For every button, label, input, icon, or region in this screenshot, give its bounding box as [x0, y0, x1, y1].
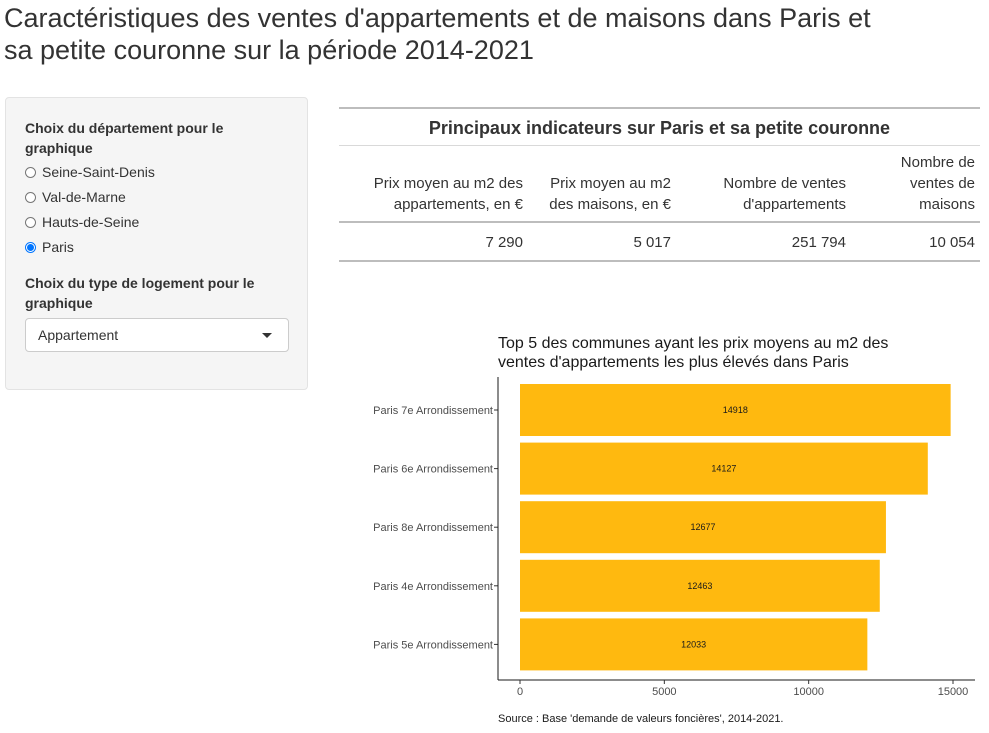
category-label: Paris 6e Arrondissement	[373, 464, 493, 476]
bar	[520, 501, 886, 554]
radio-button-selected[interactable]	[25, 241, 36, 253]
table-top-rule	[339, 107, 980, 109]
radio-label: Seine-Saint-Denis	[42, 164, 155, 180]
header-cell: Prix moyen au m2 des appartements, en €	[373, 175, 523, 213]
radio-seine-saint-denis[interactable]: Seine-Saint-Denis	[25, 162, 155, 182]
radio-button[interactable]	[25, 166, 36, 178]
radio-button[interactable]	[25, 191, 36, 203]
bar-value-label: 14127	[711, 464, 736, 474]
radio-val-de-marne[interactable]: Val-de-Marne	[25, 187, 126, 207]
table-cell: 251 794	[791, 234, 846, 251]
bar-value-label: 12677	[690, 522, 715, 532]
x-tick-label: 5000	[652, 686, 676, 698]
bar-value-label: 12033	[681, 639, 706, 649]
category-label: Paris 7e Arrondissement	[373, 405, 493, 417]
x-tick-label: 15000	[938, 686, 969, 698]
radio-hauts-de-seine[interactable]: Hauts-de-Seine	[25, 212, 139, 232]
radio-label: Hauts-de-Seine	[42, 214, 140, 230]
table-cell: 5 017	[633, 234, 671, 251]
radio-paris[interactable]: Paris	[25, 237, 74, 257]
indicators-table: Principaux indicateurs sur Paris et sa p…	[339, 107, 980, 262]
header-cell: Prix moyen au m2 des maisons, en €	[549, 175, 671, 213]
housing-type-selected-value: Appartement	[38, 327, 119, 343]
category-label: Paris 5e Arrondissement	[373, 639, 493, 651]
page-title-line-1: Caractéristiques des ventes d'appartemen…	[4, 3, 871, 33]
bar	[520, 442, 928, 495]
table-title: Principaux indicateurs sur Paris et sa p…	[339, 109, 980, 146]
category-label: Paris 8e Arrondissement	[373, 522, 493, 534]
housing-type-select[interactable]: Appartement	[25, 318, 289, 352]
header-cell: Nombre de ventes d'appartements	[723, 175, 846, 213]
x-tick-label: 0	[517, 686, 523, 698]
bar-value-label: 12463	[687, 581, 712, 591]
radio-button[interactable]	[25, 216, 36, 228]
x-tick-label: 10000	[793, 686, 824, 698]
bar-value-label: 14918	[723, 405, 748, 415]
bar-chart: Top 5 des communes ayant les prix moyens…	[373, 335, 975, 725]
category-label: Paris 4e Arrondissement	[373, 581, 493, 593]
page-title-line-2: sa petite couronne sur la période 2014-2…	[4, 35, 534, 65]
table-cell: 7 290	[485, 234, 523, 251]
table-header-row: Prix moyen au m2 des appartements, en € …	[339, 146, 980, 223]
chart-title-line-1: Top 5 des communes ayant les prix moyens…	[498, 335, 888, 352]
chart-bars: 14918 Paris 7e Arrondissement 14127 Paris 6…	[373, 384, 951, 671]
radio-label: Val-de-Marne	[42, 189, 126, 205]
page-title: Caractéristiques des ventes d'appartemen…	[4, 2, 984, 66]
table-row: 7 290 5 017 251 794 10 054	[339, 223, 980, 262]
bar	[520, 559, 880, 612]
chart-caption: Source : Base 'demande de valeurs fonciè…	[498, 713, 784, 725]
radio-label: Paris	[42, 239, 74, 255]
department-choice-label: Choix du département pour le graphique	[25, 120, 224, 156]
housing-type-label: Choix du type de logement pour le graphi…	[25, 275, 255, 311]
chart-title-line-2: ventes d'appartements les plus élevés da…	[498, 354, 849, 371]
table-cell: 10 054	[929, 234, 975, 251]
bar	[520, 384, 951, 436]
chevron-down-icon[interactable]	[262, 333, 272, 338]
sidebar-panel: Choix du département pour le graphique S…	[5, 97, 308, 390]
x-axis-ticks: 0 5000 10000 15000	[517, 680, 968, 698]
header-cell: Nombre de ventes de maisons	[900, 154, 975, 213]
bar	[520, 618, 868, 671]
